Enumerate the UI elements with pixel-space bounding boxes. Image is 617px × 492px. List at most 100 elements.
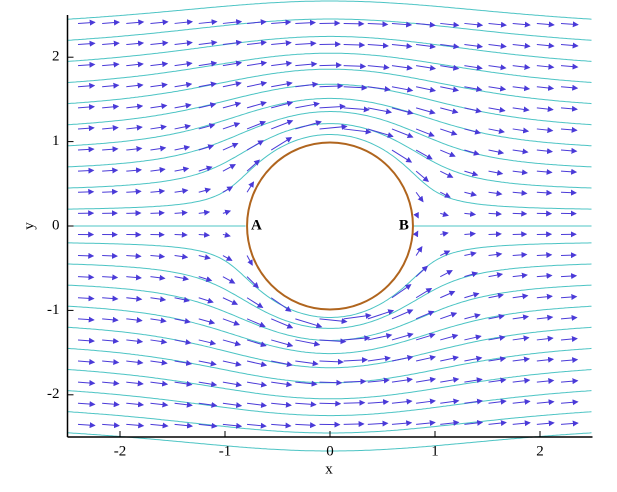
vector-arrow	[199, 42, 217, 44]
vector-arrow	[513, 423, 530, 425]
vector-arrow	[78, 64, 94, 65]
vector-arrow	[247, 340, 266, 346]
streamline	[68, 36, 592, 61]
vector-arrow	[513, 338, 529, 340]
vector-arrow	[489, 45, 506, 47]
vector-arrow	[102, 43, 119, 44]
vector-arrow	[392, 379, 412, 382]
vector-arrow	[126, 191, 140, 192]
vector-arrow	[223, 319, 239, 325]
vector-arrow	[150, 213, 163, 214]
vector-arrow	[199, 146, 213, 150]
vector-arrow	[223, 424, 241, 426]
vector-arrow	[416, 171, 428, 181]
vector-arrow	[440, 401, 458, 403]
vector-arrow	[537, 45, 554, 47]
vector-arrow	[150, 105, 166, 107]
vector-arrow	[464, 234, 475, 235]
vector-arrow	[440, 171, 452, 177]
vector-arrow	[392, 66, 412, 69]
vector-arrow	[537, 171, 552, 172]
vector-arrow	[416, 379, 435, 382]
vector-arrow	[561, 66, 577, 67]
y-tick-label: -2	[47, 386, 60, 402]
vector-arrow	[126, 127, 142, 129]
vector-arrow	[489, 401, 506, 403]
y-tick-label: -1	[47, 302, 60, 318]
vector-arrow	[102, 128, 118, 129]
y-tick-label: 0	[52, 217, 60, 233]
vector-arrow	[271, 43, 291, 45]
vector-arrow	[150, 256, 164, 257]
vector-arrow	[368, 108, 391, 113]
vector-arrow	[464, 66, 481, 69]
vector-arrow	[295, 84, 317, 87]
vector-arrow	[513, 359, 529, 361]
annotation: A	[251, 217, 262, 233]
vector-arrow	[416, 266, 427, 276]
vector-arrow	[271, 22, 290, 23]
annotation: B	[399, 217, 409, 233]
streamline	[68, 98, 592, 145]
vector-arrow	[392, 108, 413, 114]
vector-arrow	[320, 319, 347, 322]
vector-arrow	[392, 334, 413, 340]
y-tick-label: 2	[52, 49, 60, 65]
vector-arrow	[513, 87, 529, 89]
vector-arrow	[150, 424, 167, 426]
vector-arrow	[561, 360, 577, 361]
vector-arrow	[464, 315, 479, 319]
vector-arrow	[368, 129, 393, 136]
vector-arrow	[464, 358, 481, 361]
vector-arrow	[513, 254, 527, 255]
vector-arrow	[78, 340, 94, 341]
vector-arrow	[440, 129, 456, 134]
streamline	[68, 19, 592, 40]
vector-arrow	[416, 108, 435, 113]
streamline	[68, 370, 592, 399]
vector-arrow	[175, 256, 188, 258]
vector-arrow	[537, 380, 554, 382]
vector-arrow	[513, 401, 530, 403]
vector-arrow	[247, 424, 266, 426]
vector-arrow	[464, 253, 475, 256]
vector-arrow	[271, 83, 292, 87]
vector-arrow	[78, 424, 95, 425]
vector-arrow	[416, 45, 435, 47]
vector-arrow	[464, 45, 482, 47]
vector-arrow	[368, 358, 390, 361]
vector-arrow	[561, 108, 577, 109]
vector-arrow	[561, 23, 578, 24]
vector-arrow	[199, 361, 216, 364]
vector-arrow	[513, 192, 527, 193]
vector-arrow	[344, 108, 369, 110]
vector-arrow	[295, 64, 316, 66]
vector-arrow	[392, 401, 412, 403]
vector-arrow	[416, 150, 432, 159]
vector-arrow	[223, 211, 230, 213]
vector-arrow	[223, 144, 238, 150]
vector-arrow	[295, 361, 317, 364]
vector-arrow	[489, 192, 502, 194]
vector-arrow	[78, 319, 94, 320]
vector-arrow	[513, 23, 530, 25]
vector-arrow	[537, 275, 552, 276]
vector-arrow	[126, 424, 143, 425]
vector-arrow	[78, 382, 94, 383]
vector-arrow	[271, 424, 290, 426]
vector-arrow	[464, 23, 482, 25]
vector-arrow	[320, 106, 345, 108]
vector-arrow	[440, 292, 454, 298]
vector-arrow	[150, 148, 165, 150]
vector-arrow	[150, 277, 164, 279]
vector-arrow	[561, 297, 576, 298]
vector-arrow	[440, 108, 457, 113]
vector-arrow	[271, 361, 292, 365]
vector-arrow	[126, 382, 143, 384]
vector-arrow	[392, 357, 412, 361]
vector-arrow	[464, 108, 480, 112]
vector-arrow	[175, 105, 191, 108]
vector-arrow	[223, 165, 235, 172]
vector-arrow	[223, 403, 241, 405]
vector-arrow	[175, 126, 190, 129]
